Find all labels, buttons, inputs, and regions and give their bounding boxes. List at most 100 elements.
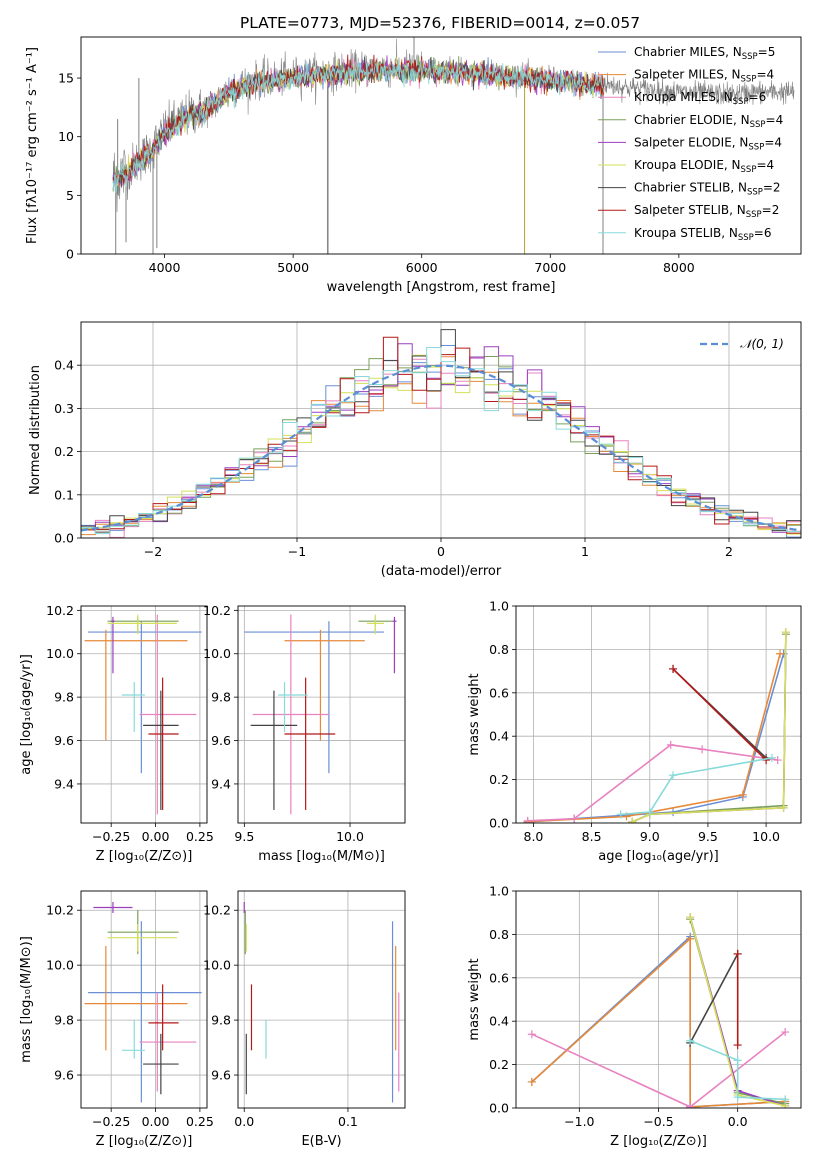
x-tick-label: 9.0: [640, 829, 660, 844]
y-tick-label: 0.0: [489, 1101, 509, 1116]
legend-label: Salpeter ELODIE, N: [634, 135, 748, 149]
weight-marker-salpeter-miles: [738, 790, 747, 799]
weight-marker-kroupa-miles: [570, 814, 579, 823]
weight-marker-kroupa-miles: [527, 1030, 536, 1039]
y-tick-label: 5: [66, 188, 74, 203]
weight-marker-kroupa-stelib: [733, 1056, 742, 1065]
y-tick-label: 10.0: [46, 958, 74, 973]
weight-marker-kroupa-elodie: [686, 913, 695, 922]
y-axis-label: Normed distribution: [28, 365, 43, 495]
legend-label: Salpeter STELIB, N: [634, 203, 746, 217]
errorbar-kroupa-elodie: [107, 923, 177, 952]
plot-area: [81, 606, 207, 823]
weight-marker-kroupa-stelib: [686, 1036, 695, 1045]
panel-residuals: −2 −1 0 1 2 0.0 0.1 0.2 0.3 0.4 (data-model)/error…: [28, 321, 802, 579]
y-tick-label: 10.0: [203, 958, 231, 973]
errorbar-kroupa-miles: [139, 992, 197, 1092]
y-tick-label: 0: [66, 247, 74, 262]
y-tick-label: 10: [58, 129, 74, 144]
weight-marker-salpeter-stelib: [733, 949, 742, 958]
x-tick-label: 4000: [149, 260, 181, 275]
legend-label: Chabrier STELIB, N: [634, 181, 747, 195]
errorbar-salpeter-miles: [84, 629, 188, 741]
x-axis-label: Z [log₁₀(Z/Z⊙)]: [96, 849, 193, 864]
errorbar-kroupa-miles: [252, 614, 329, 815]
legend-tail: =4: [764, 135, 782, 149]
y-tick-label: 9.6: [211, 1068, 231, 1083]
x-tick-label: 0.25: [186, 1114, 214, 1129]
legend-entry-kroupa-miles: Kroupa MILES, NSSP=6: [634, 90, 766, 107]
plot-area: [516, 606, 801, 823]
panel-age-vs-mass: 9.5 10.0 9.4 9.6 9.8 10.0 10.2 mass [log₁₀(M/M⊙…: [203, 603, 406, 864]
x-tick-label: 9.5: [234, 829, 254, 844]
weight-marker-kroupa-miles: [781, 1028, 790, 1037]
y-tick-label: 9.8: [211, 1013, 231, 1028]
weight-line-kroupa-stelib: [620, 757, 773, 816]
errorbar-salpeter-miles: [84, 945, 188, 1051]
weight-marker-kroupa-elodie: [628, 817, 637, 823]
plot-area: [516, 891, 801, 1108]
axes-frame: [237, 890, 406, 1109]
plot-area: [112, 37, 795, 254]
weight-marker-kroupa-stelib: [645, 808, 654, 817]
legend-label: Kroupa ELODIE, N: [634, 158, 741, 172]
x-tick-label: 0.00: [142, 1114, 170, 1129]
y-tick-label: 10.2: [46, 603, 74, 618]
legend-subscript: SSP: [746, 210, 762, 220]
y-tick-label: 0.4: [489, 1014, 509, 1029]
legend: 𝒩(0, 1): [700, 337, 784, 351]
weight-marker-kroupa-stelib: [733, 1093, 742, 1102]
legend-tail: =6: [754, 226, 772, 240]
x-tick-label: −0.25: [92, 829, 130, 844]
weight-marker-salpeter-miles: [686, 934, 695, 943]
legend-label: Kroupa STELIB, N: [634, 226, 738, 240]
legend-subscript: SSP: [741, 75, 757, 85]
y-tick-label: 9.8: [211, 690, 231, 705]
legend-subscript: SSP: [750, 120, 766, 130]
legend-entry-salpeter-miles: Salpeter MILES, NSSP=4: [634, 68, 774, 85]
weight-marker-kroupa-miles: [523, 816, 532, 823]
weight-marker-kroupa-stelib: [669, 771, 678, 780]
x-tick-label: 8000: [663, 260, 695, 275]
legend-tail: =4: [766, 113, 784, 127]
plot-area: [238, 891, 405, 1108]
weight-marker-kroupa-miles: [698, 745, 707, 754]
x-tick-label: −1: [288, 544, 306, 559]
axes-frame: [515, 890, 802, 1109]
y-tick-label: 9.8: [54, 690, 74, 705]
model-fit-kroupa-stelib: [112, 59, 605, 194]
x-axis-label: Z [log₁₀(Z/Z⊙)]: [96, 1134, 193, 1149]
legend-label: Chabrier ELODIE, N: [634, 113, 750, 127]
errorbar-salpeter-elodie: [111, 616, 115, 674]
weight-line-salpeter-miles: [531, 936, 786, 1108]
y-tick-label: 9.6: [54, 733, 74, 748]
x-tick-label: 0.00: [142, 829, 170, 844]
legend-tail: =5: [758, 45, 776, 59]
y-tick-label: 9.6: [211, 733, 231, 748]
legend-tail: =4: [756, 158, 774, 172]
y-tick-label: 9.4: [54, 776, 74, 791]
y-tick-label: 0.2: [489, 772, 509, 787]
legend-entry-kroupa-stelib: Kroupa STELIB, NSSP=6: [634, 226, 772, 243]
x-tick-label: 8.5: [582, 829, 602, 844]
x-tick-label: 6000: [406, 260, 438, 275]
weight-marker-salpeter-miles: [527, 1077, 536, 1086]
y-axis-label: mass weight: [467, 958, 482, 1040]
x-axis-label: Z [log₁₀(Z/Z⊙)]: [610, 1134, 707, 1149]
panel-weight-vs-Z: −1.0 −0.5 0.0 0.0 0.2 0.4 0.6 0.8 1.0 Z [log₁₀(Z/…: [467, 884, 802, 1149]
x-axis-label: age [log₁₀(age/yr)]: [598, 849, 719, 864]
y-tick-label: 0.0: [489, 816, 509, 831]
axes-frame: [515, 605, 802, 824]
y-tick-label: 10.2: [203, 903, 231, 918]
y-tick-label: 1.0: [489, 599, 509, 614]
y-axis-label: Flux [fλ10⁻¹⁷ erg cm⁻² s⁻¹ A⁻¹]: [25, 47, 40, 244]
y-tick-label: 0.0: [54, 531, 74, 546]
errorbar-chabrier-elodie: [107, 910, 179, 955]
figure-title: PLATE=0773, MJD=52376, FIBERID=0014, z=0…: [240, 14, 640, 32]
y-tick-label: 9.6: [54, 1068, 74, 1083]
x-tick-label: 0: [437, 544, 445, 559]
legend-subscript: SSP: [747, 188, 763, 198]
errorbar-chabrier-elodie: [107, 616, 179, 633]
